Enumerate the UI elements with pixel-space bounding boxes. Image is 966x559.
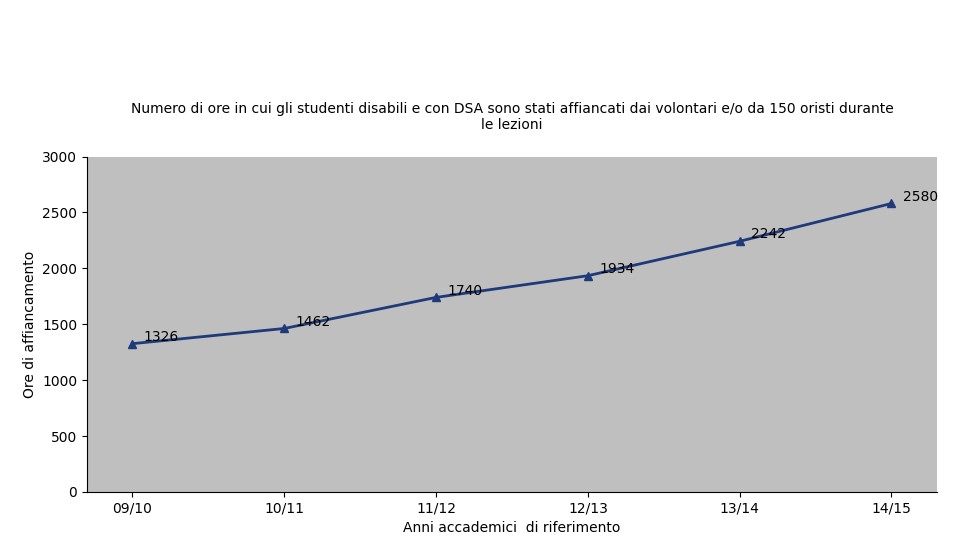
Text: 1326: 1326	[144, 330, 179, 344]
Text: 1462: 1462	[296, 315, 330, 329]
Text: 1934: 1934	[599, 262, 635, 276]
X-axis label: Anni accademici  di riferimento: Anni accademici di riferimento	[403, 521, 621, 535]
Text: 1740: 1740	[447, 283, 482, 297]
Y-axis label: Ore di affiancamento: Ore di affiancamento	[22, 250, 37, 398]
Text: 2242: 2242	[751, 228, 785, 241]
Text: 2580: 2580	[902, 190, 938, 203]
Title: Numero di ore in cui gli studenti disabili e con DSA sono stati affiancati dai v: Numero di ore in cui gli studenti disabi…	[130, 102, 894, 132]
